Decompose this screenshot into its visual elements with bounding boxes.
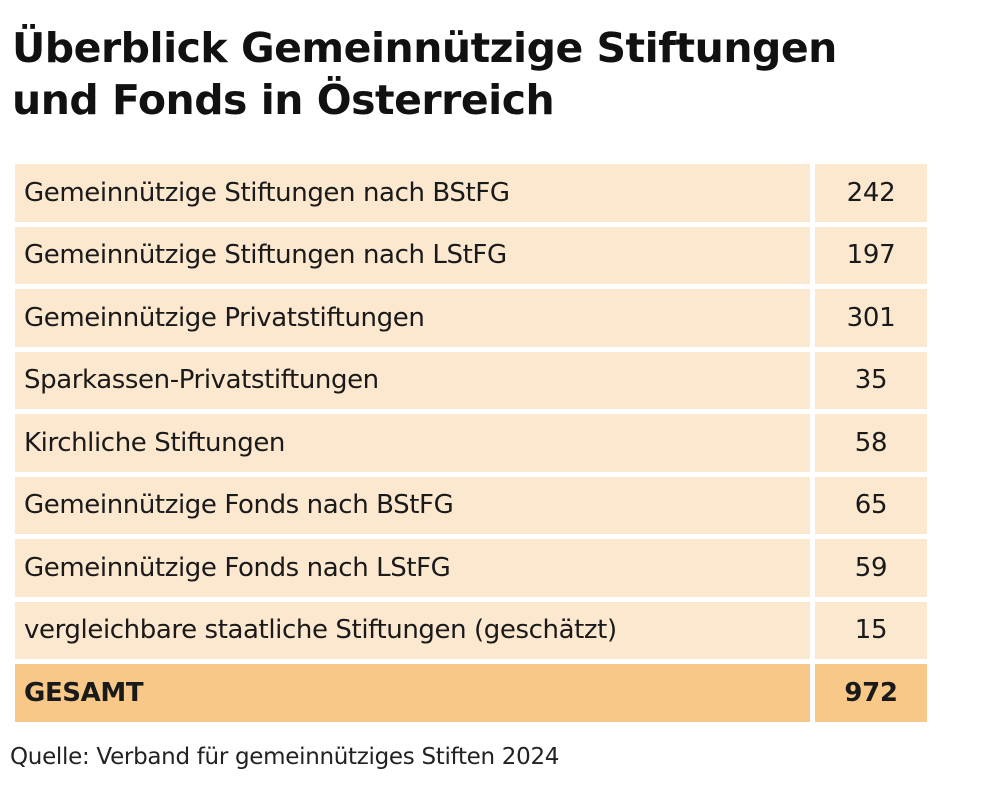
row-label: Gemeinnützige Privatstiftungen: [15, 289, 810, 347]
row-value: 58: [815, 414, 927, 472]
row-value: 197: [815, 226, 927, 284]
row-label: Gemeinnützige Stiftungen nach LStFG: [15, 226, 810, 284]
row-value: 35: [815, 351, 927, 409]
table-row: Gemeinnützige Stiftungen nach BStFG 242: [15, 164, 927, 222]
chart-title-line-1: Überblick Gemeinnützige Stiftungen: [12, 24, 837, 72]
row-value: 65: [815, 476, 927, 534]
table-row: Gemeinnützige Fonds nach LStFG 59: [15, 539, 927, 597]
table-row: Kirchliche Stiftungen 58: [15, 414, 927, 472]
row-label: vergleichbare staatliche Stiftungen (ges…: [15, 601, 810, 659]
total-row: GESAMT 972: [15, 664, 927, 722]
source-note: Quelle: Verband für gemeinnütziges Stift…: [10, 744, 560, 770]
chart-title-line-2: und Fonds in Österreich: [12, 76, 555, 124]
row-label: Gemeinnützige Fonds nach BStFG: [15, 476, 810, 534]
row-value: 242: [815, 164, 927, 222]
table-row: Gemeinnützige Fonds nach BStFG 65: [15, 476, 927, 534]
row-label: Gemeinnützige Fonds nach LStFG: [15, 539, 810, 597]
table-row: Sparkassen-Privatstiftungen 35: [15, 351, 927, 409]
row-value: 301: [815, 289, 927, 347]
total-value: 972: [815, 664, 927, 722]
row-label: Sparkassen-Privatstiftungen: [15, 351, 810, 409]
table-row: vergleichbare staatliche Stiftungen (ges…: [15, 601, 927, 659]
chart-title: Überblick Gemeinnützige Stiftungen und F…: [12, 22, 972, 126]
table-row: Gemeinnützige Stiftungen nach LStFG 197: [15, 226, 927, 284]
row-label: Kirchliche Stiftungen: [15, 414, 810, 472]
row-value: 59: [815, 539, 927, 597]
table-row: Gemeinnützige Privatstiftungen 301: [15, 289, 927, 347]
foundations-table: Gemeinnützige Stiftungen nach BStFG 242 …: [15, 164, 927, 727]
row-label: Gemeinnützige Stiftungen nach BStFG: [15, 164, 810, 222]
total-label: GESAMT: [15, 664, 810, 722]
row-value: 15: [815, 601, 927, 659]
